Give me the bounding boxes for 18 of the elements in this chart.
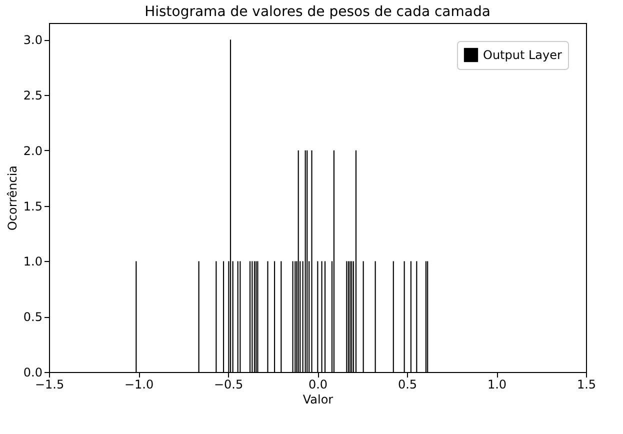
x-tick-label: 0.5 [398, 378, 418, 392]
x-tick-label: −0.5 [214, 378, 244, 392]
y-tick-label: 2.5 [23, 88, 42, 103]
y-axis-title: Ocorrência [5, 165, 20, 231]
y-tick-label: 0.0 [23, 366, 42, 380]
x-axis-title: Valor [302, 392, 334, 406]
y-tick-label: 2.0 [23, 144, 42, 158]
x-tick-label: −1.0 [124, 378, 154, 392]
y-tick-label: 1.5 [23, 199, 42, 214]
y-tick-label: 0.5 [23, 310, 42, 324]
x-tick-label: 0.0 [308, 378, 328, 392]
x-tick-label: 1.5 [576, 378, 596, 392]
legend-label: Output Layer [483, 48, 562, 62]
chart-title: Histograma de valores de pesos de cada camada [144, 4, 490, 20]
x-tick-label: −1.5 [34, 378, 64, 392]
y-tick-label: 3.0 [23, 33, 42, 48]
y-tick-label: 1.0 [23, 254, 42, 269]
x-tick-label: 1.0 [487, 378, 507, 392]
